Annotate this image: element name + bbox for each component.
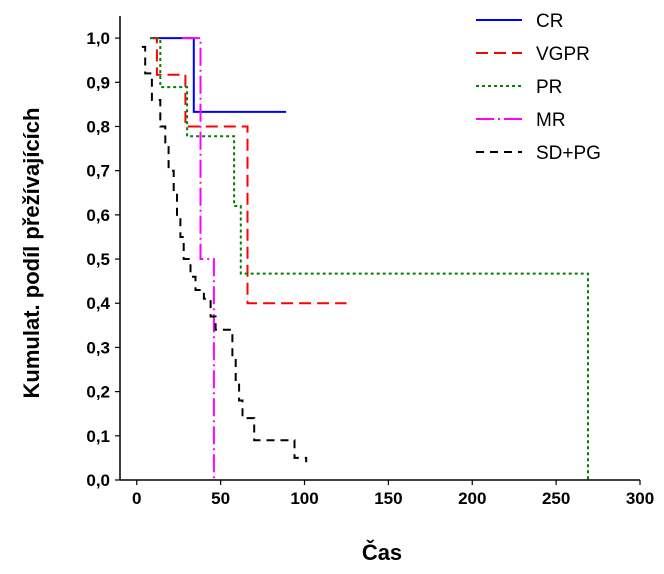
tick-labels: 0 50 100 150 200 250 300 0,0 0,1 0,2 0,3 0,4 0,5 0,6 0… <box>86 29 654 508</box>
series-lines <box>141 37 589 480</box>
x-tick-label: 50 <box>211 489 230 508</box>
y-tick-label: 0,6 <box>86 206 110 225</box>
x-tick-label: 250 <box>542 489 570 508</box>
series-line-mr <box>182 37 215 480</box>
series-line-pr <box>150 37 589 480</box>
y-tick-label: 0,7 <box>86 162 110 181</box>
x-tick-label: 300 <box>626 489 654 508</box>
x-tick-label: 0 <box>132 489 141 508</box>
y-tick-label: 1,0 <box>86 29 110 48</box>
legend: CR VGPR PR MR SD+PG <box>476 11 601 164</box>
x-tick-label: 100 <box>290 489 318 508</box>
y-tick-label: 0,0 <box>86 471 110 490</box>
legend-label: SD+PG <box>536 143 601 164</box>
y-tick-label: 0,3 <box>86 338 110 357</box>
axes <box>115 16 641 485</box>
y-tick-label: 0,4 <box>86 294 110 313</box>
x-axis-title: Čas <box>362 540 402 565</box>
y-axis-title: Kumulat. podíl přežívajících <box>19 108 44 399</box>
legend-label: MR <box>536 110 566 131</box>
y-tick-label: 0,8 <box>86 117 110 136</box>
legend-label: PR <box>536 77 562 98</box>
y-tick-label: 0,5 <box>86 250 110 269</box>
series-line-sd-pg <box>141 45 308 463</box>
y-tick-label: 0,9 <box>86 73 110 92</box>
x-tick-label: 200 <box>458 489 486 508</box>
legend-label: CR <box>536 11 563 32</box>
x-tick-label: 150 <box>374 489 402 508</box>
y-tick-label: 0,1 <box>86 427 110 446</box>
legend-label: VGPR <box>536 44 590 65</box>
series-line-cr <box>153 37 287 113</box>
series-line-vgpr <box>150 37 347 305</box>
y-tick-label: 0,2 <box>86 383 110 402</box>
